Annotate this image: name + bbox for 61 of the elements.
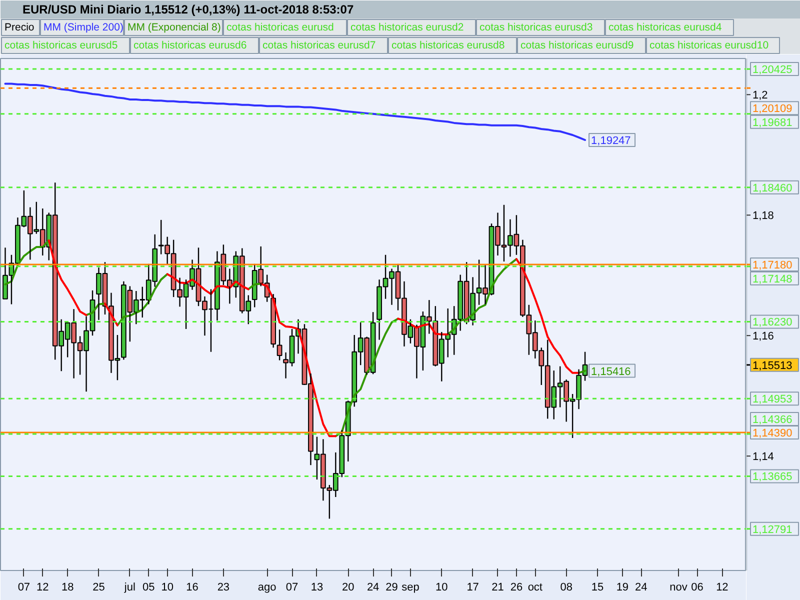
ref-line-label: 1,14390 <box>752 428 792 440</box>
text: MM (Simple 200) <box>44 22 124 34</box>
ref-line-label: 1,16230 <box>752 316 792 329</box>
x-tick-label: 07 <box>18 582 30 594</box>
x-tick-label: 12 <box>716 582 728 594</box>
x-tick-label: 26 <box>510 582 523 594</box>
ref-line-label: 1,14953 <box>752 394 792 406</box>
text: 1,15513 <box>752 360 792 372</box>
ref-line-label: 1,13665 <box>752 471 792 484</box>
data-label: 1,15416 <box>591 366 631 378</box>
x-tick-label: nov <box>670 582 688 594</box>
x-tick-label: 24 <box>366 582 380 594</box>
text: cotas historicas eurusd3 <box>480 22 593 34</box>
x-tick-label: 23 <box>217 582 230 594</box>
x-tick-label: 15 <box>591 582 604 594</box>
ref-line-label: 1,14366 <box>752 414 792 426</box>
x-tick-label: 10 <box>436 582 448 594</box>
ref-line-label: 1,18460 <box>752 182 792 194</box>
x-tick-label: 18 <box>61 582 74 594</box>
x-tick-label: sep <box>402 582 420 594</box>
x-tick-label: ago <box>258 582 276 594</box>
chart-title: EUR/USD Mini Diario 1,15512 (+0,13%) 11-oct-2018 8:53:07 <box>22 2 354 16</box>
x-tick-label: 25 <box>92 582 105 594</box>
x-tick-label: 10 <box>161 582 174 594</box>
text: cotas historicas eurusd10 <box>650 40 769 52</box>
y-tick-label: 1,18 <box>752 210 774 222</box>
ref-line-label: 1,17148 <box>752 273 792 286</box>
x-tick-label: 21 <box>492 582 504 594</box>
ref-line-label: 1,19681 <box>752 116 792 129</box>
text: Precio <box>4 22 34 34</box>
ref-line-label: 1,17180 <box>752 260 792 272</box>
text: cotas historicas eurusd6 <box>134 40 247 52</box>
ref-line-label: 1,12791 <box>752 524 792 536</box>
x-tick-label: 29 <box>386 582 398 594</box>
x-tick-label: oct <box>528 582 543 594</box>
y-tick-label: 1,2 <box>752 90 768 102</box>
x-tick-label: 08 <box>560 582 572 594</box>
x-tick-label: 17 <box>466 582 479 594</box>
x-tick-label: 05 <box>142 582 155 594</box>
text: cotas historicas eurusd2 <box>350 22 464 34</box>
text: cotas historicas eurusd <box>226 22 334 34</box>
x-tick-label: 13 <box>310 582 324 594</box>
y-tick-label: 1,16 <box>752 330 774 343</box>
ref-line-label: 1,20425 <box>752 64 792 76</box>
text: cotas historicas eurusd8 <box>392 40 505 52</box>
x-tick-label: 20 <box>342 582 354 594</box>
x-tick-label: 19 <box>616 582 629 594</box>
x-tick-label: 16 <box>186 582 198 594</box>
x-tick-label: 24 <box>635 582 648 594</box>
text: MM (Exponencial 8) <box>128 22 221 34</box>
ref-line-label: 1,20109 <box>752 103 792 116</box>
x-tick-label: 07 <box>286 582 298 594</box>
x-tick-label: 06 <box>691 582 704 594</box>
text: cotas historicas eurusd9 <box>520 40 634 52</box>
data-label: 1,19247 <box>591 135 631 147</box>
x-tick-label: 12 <box>36 582 49 594</box>
text: cotas historicas eurusd7 <box>262 40 376 52</box>
text: cotas historicas eurusd4 <box>608 22 722 34</box>
x-tick-label: jul <box>123 582 136 594</box>
y-tick-label: 1,14 <box>752 451 774 464</box>
text: cotas historicas eurusd5 <box>4 40 118 52</box>
